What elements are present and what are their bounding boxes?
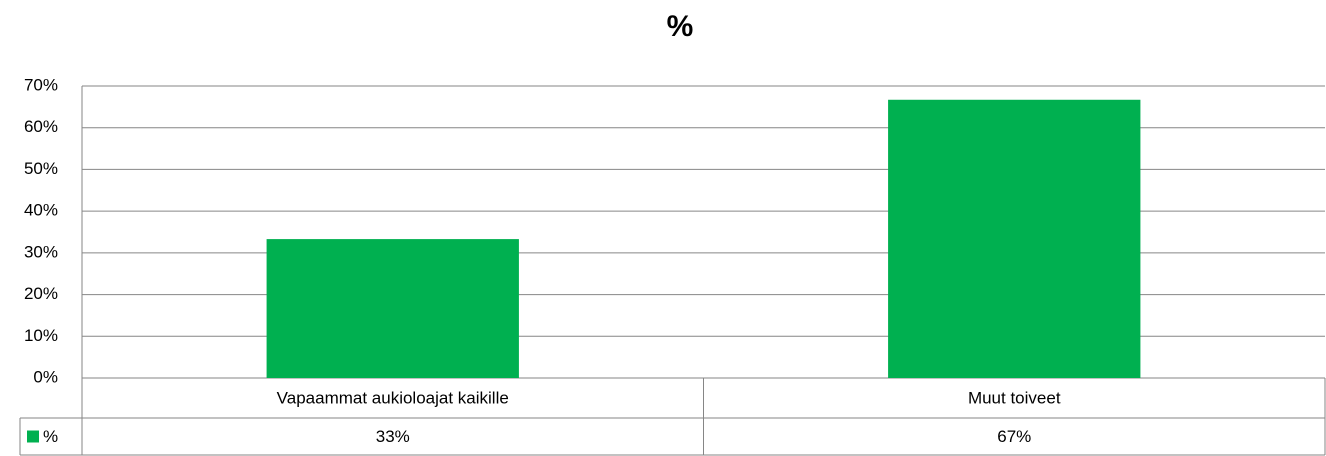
y-tick-label: 50% [24,159,58,178]
y-tick-label: 30% [24,242,58,261]
y-tick-label: 40% [24,201,58,220]
bar [266,239,519,378]
y-tick-label: 0% [33,367,58,386]
x-tick-label: Muut toiveet [968,388,1061,407]
data-label: 33% [376,427,410,446]
data-label: 67% [997,427,1031,446]
legend-key [27,430,39,443]
y-tick-label: 70% [24,75,58,94]
x-tick-label: Vapaammat aukioloajat kaikille [277,388,509,407]
y-tick-label: 60% [24,117,58,136]
legend-label: % [43,427,58,446]
y-tick-label: 10% [24,326,58,345]
bar [888,99,1141,378]
chart-title: % [667,10,694,43]
y-tick-label: 20% [24,284,58,303]
